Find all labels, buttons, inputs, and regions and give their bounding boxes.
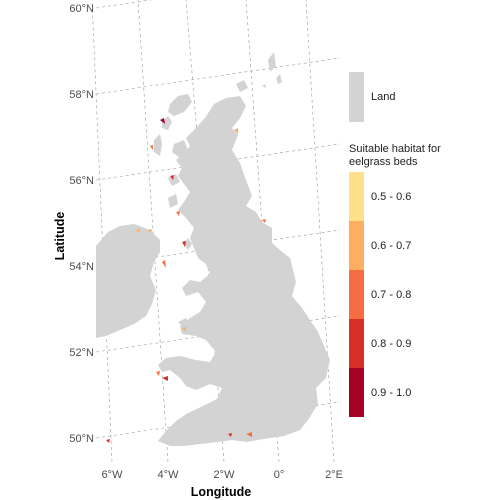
land-shetland-south [276, 74, 282, 84]
legend-class-label: 0.8 - 0.9 [371, 337, 412, 350]
legend-class: 0.5 - 0.6 [349, 172, 489, 221]
graticule-meridian [305, 0, 335, 463]
land-islay [168, 194, 178, 208]
legend-class: 0.7 - 0.8 [349, 270, 489, 319]
graticule-parallel [95, 143, 341, 181]
legend-habitat-title: Suitable habitat for eelgrass beds [349, 143, 441, 168]
legend-class: 0.9 - 1.0 [349, 368, 489, 417]
legend-class-swatch [349, 270, 364, 319]
land-anglesey [178, 318, 190, 328]
lon-tick: 2°W [214, 469, 236, 481]
land-great-britain [158, 96, 330, 446]
habitat-patch [176, 211, 180, 216]
legend-class: 0.8 - 0.9 [349, 319, 489, 368]
habitat-patch [136, 229, 140, 233]
legend-class-label: 0.5 - 0.6 [371, 190, 412, 203]
lon-tick: 0° [274, 469, 285, 481]
habitat-patch [182, 327, 186, 332]
land-lewis [168, 94, 192, 116]
legend-land-label: Land [371, 91, 396, 103]
habitat-patch [234, 128, 238, 134]
habitat-patch [228, 433, 232, 437]
habitat-patch [156, 371, 160, 376]
land-shetland [268, 52, 276, 72]
land-fair-isle [262, 84, 266, 88]
lat-tick: 56°N [69, 175, 94, 187]
graticule-meridian [137, 0, 169, 463]
habitat-patch [182, 241, 186, 247]
x-axis-title: Longitude [191, 485, 251, 499]
habitat-patch [246, 432, 252, 437]
lat-tick: 60°N [69, 3, 94, 15]
habitat-patch [160, 118, 165, 124]
graticule-parallel [95, 229, 341, 267]
graticule-parallel [95, 0, 153, 9]
land-isle-of-wight [240, 430, 252, 437]
lat-tick: 52°N [69, 347, 94, 359]
habitat-patch [162, 260, 166, 268]
legend-land-swatch [349, 72, 364, 122]
graticule-meridian [245, 0, 280, 463]
graticule-meridian [91, 0, 113, 463]
legend-class-swatch [349, 172, 364, 221]
habitat-patch [162, 376, 168, 381]
habitat-patch [150, 145, 153, 150]
legend-class-swatch [349, 221, 364, 270]
land-uist [154, 134, 162, 156]
habitat-patch [170, 175, 174, 180]
habitat-patch [106, 439, 110, 443]
lat-tick: 58°N [69, 89, 94, 101]
land-layer [96, 52, 330, 446]
graticule-parallel [95, 57, 341, 95]
land-orkney [236, 80, 248, 92]
habitat-patch [148, 229, 152, 233]
legend-class-label: 0.7 - 0.8 [371, 288, 412, 301]
lon-tick: 4°W [158, 469, 180, 481]
land-skye [172, 140, 188, 158]
land-ireland [96, 224, 160, 338]
lat-tick: 54°N [69, 261, 94, 273]
habitat-patch [262, 219, 266, 223]
legend: Land Suitable habitat for eelgrass beds … [349, 72, 489, 417]
lat-tick: 50°N [69, 433, 94, 445]
legend-class-label: 0.6 - 0.7 [371, 239, 412, 252]
axis-ticks: 6°W 4°W 2°W 0° 2°E 50°N 52°N 54°N 56°N 5… [69, 3, 343, 481]
legend-land-entry: Land [349, 72, 489, 122]
habitat-layer [106, 118, 266, 443]
graticule-meridian [185, 0, 225, 463]
lon-tick: 6°W [102, 469, 124, 481]
y-axis-title: Latitude [53, 212, 67, 261]
lon-tick: 2°E [325, 469, 343, 481]
legend-class-swatch [349, 319, 364, 368]
land-harris [162, 116, 172, 130]
legend-habitat-scale: 0.5 - 0.6 0.6 - 0.7 0.7 - 0.8 0.8 - 0.9 … [349, 172, 489, 417]
legend-class-label: 0.9 - 1.0 [371, 386, 412, 399]
legend-class: 0.6 - 0.7 [349, 221, 489, 270]
legend-class-swatch [349, 368, 364, 417]
